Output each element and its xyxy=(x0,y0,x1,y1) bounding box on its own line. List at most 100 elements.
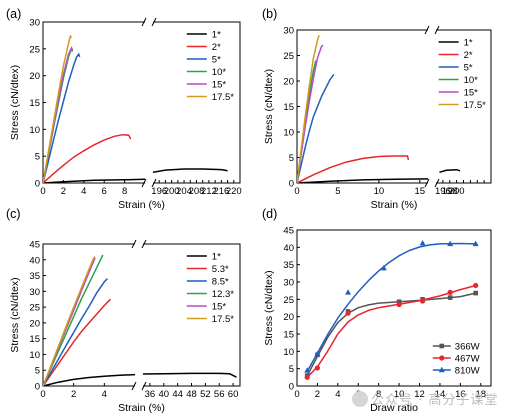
y-tick-label: 30 xyxy=(283,278,294,289)
x-tick-label: 5 xyxy=(335,186,340,197)
legend-marker xyxy=(439,343,445,349)
y-axis-title: Stress (cN/dtex) xyxy=(9,65,21,140)
x-tick-label: 48 xyxy=(186,389,197,400)
axis-break-mark xyxy=(151,178,157,188)
axis-break-gap-bottom xyxy=(145,180,153,186)
series-line xyxy=(43,35,72,183)
x-axis-title: Draw ratio xyxy=(370,402,418,414)
data-point xyxy=(304,374,310,380)
y-tick-label: 0 xyxy=(35,382,40,393)
x-tick-label: 220 xyxy=(226,186,242,197)
series-467W xyxy=(304,282,479,380)
series-17.5* xyxy=(43,35,72,183)
x-tick-label: 200 xyxy=(449,186,465,197)
x-tick-label: 4 xyxy=(102,389,107,400)
y-tick-label: 0 xyxy=(289,382,294,393)
legend-marker xyxy=(439,355,445,361)
legend-label: 15* xyxy=(212,302,227,313)
x-tick-label: 60 xyxy=(228,389,239,400)
y-tick-label: 20 xyxy=(29,71,40,82)
data-point xyxy=(314,365,321,371)
series-line xyxy=(306,292,476,376)
y-tick-label: 45 xyxy=(283,226,294,237)
axis-break-gap-top xyxy=(428,27,436,33)
y-tick-label: 5 xyxy=(289,364,294,375)
legend: 1*5.3* 8.5*12.3* 15*17.5* xyxy=(186,252,234,325)
series-line xyxy=(43,278,108,386)
watermark-logo-icon xyxy=(352,391,368,407)
series-line xyxy=(43,52,81,183)
legend-label: 12.3* xyxy=(212,289,234,300)
y-tick-label: 25 xyxy=(29,303,40,314)
x-tick-label: 56 xyxy=(214,389,225,400)
axis-break-gap-bottom xyxy=(135,383,143,389)
x-tick-label: 10 xyxy=(374,186,385,197)
legend-label: 1* xyxy=(212,252,221,263)
series-2* xyxy=(297,155,410,183)
legend-label: 1* xyxy=(212,30,221,41)
y-tick-label: 45 xyxy=(29,240,40,251)
y-tick-label: 15 xyxy=(283,102,294,113)
y-tick-label: 30 xyxy=(283,26,294,37)
y-tick-label: 5 xyxy=(35,366,40,377)
legend-label: 17.5* xyxy=(212,314,234,325)
data-point xyxy=(447,289,453,295)
x-tick-label: 0 xyxy=(294,186,299,197)
x-tick-label: 0 xyxy=(40,186,45,197)
y-tick-label: 15 xyxy=(29,98,40,109)
series-line xyxy=(43,373,136,386)
series-line xyxy=(306,284,476,378)
series-line xyxy=(43,254,104,386)
legend-label: 2* xyxy=(212,42,221,53)
data-point xyxy=(396,301,402,308)
x-tick-label: 16 xyxy=(455,389,466,400)
x-tick-label: 2 xyxy=(315,389,320,400)
legend-marker xyxy=(438,366,445,373)
panel-label: (d) xyxy=(262,207,277,221)
data-point xyxy=(380,264,387,271)
x-tick-label: 36 xyxy=(145,389,156,400)
series-810W xyxy=(304,239,479,373)
x-axis-title: Strain (%) xyxy=(371,199,418,211)
series-line xyxy=(43,256,96,386)
series-8.5* xyxy=(43,278,108,386)
panel-label: (b) xyxy=(262,7,277,21)
series-366W xyxy=(304,290,478,378)
y-tick-label: 40 xyxy=(283,243,294,254)
legend-label: 15* xyxy=(212,80,227,91)
series-line xyxy=(439,168,461,174)
series-5* xyxy=(297,73,335,183)
x-tick-label: 44 xyxy=(172,389,183,400)
data-point xyxy=(419,239,426,246)
y-tick-label: 25 xyxy=(29,44,40,55)
y-tick-label: 30 xyxy=(29,287,40,298)
series-line xyxy=(43,178,146,183)
axis-break-gap-top xyxy=(135,241,143,247)
axis-break-mark xyxy=(141,239,147,249)
x-tick-label: 196 xyxy=(151,186,167,197)
y-axis-title: Stress (cN/dtex) xyxy=(263,69,275,144)
legend-label: 5* xyxy=(212,55,221,66)
y-tick-label: 40 xyxy=(29,255,40,266)
x-tick-label: 40 xyxy=(158,389,169,400)
series-line xyxy=(297,178,429,183)
x-tick-label: 4 xyxy=(335,389,340,400)
legend-label: 366W xyxy=(455,342,480,353)
y-tick-label: 0 xyxy=(289,179,294,190)
legend-label: 5* xyxy=(464,63,473,74)
data-point xyxy=(396,299,402,305)
legend-label: 810W xyxy=(455,366,480,377)
series-1* xyxy=(43,168,228,183)
data-point xyxy=(304,367,311,373)
y-tick-label: 25 xyxy=(283,51,294,62)
axis-break-mark xyxy=(151,17,157,27)
panel-3: 051015202530354045024681012141618Draw ra… xyxy=(262,207,492,414)
x-tick-label: 12 xyxy=(414,389,425,400)
y-axis-title: Stress (cN/dtex) xyxy=(9,277,21,352)
series-17.5* xyxy=(43,256,96,386)
data-point xyxy=(314,350,321,357)
panel-label: (a) xyxy=(6,7,21,21)
axis-break-mark xyxy=(131,381,137,391)
